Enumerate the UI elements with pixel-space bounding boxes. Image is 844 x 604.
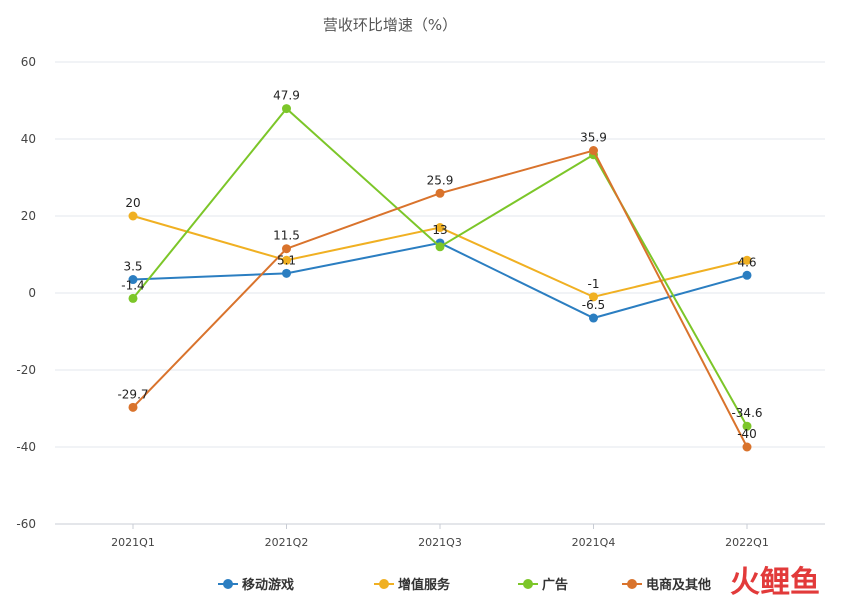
data-point bbox=[435, 242, 445, 252]
data-label: 47.9 bbox=[273, 89, 300, 103]
legend: 移动游戏 增值服务 广告 电商及其他 bbox=[218, 577, 711, 593]
legend-marker bbox=[223, 579, 233, 589]
data-point bbox=[282, 244, 291, 254]
legend-label: 广告 bbox=[542, 577, 568, 593]
data-point bbox=[742, 270, 752, 280]
data-point bbox=[128, 402, 138, 412]
data-label: 25.9 bbox=[427, 173, 454, 187]
data-label: 5.1 bbox=[277, 253, 296, 267]
axes: -60 -40 -20 0 20 40 60 2021Q1 2021Q2 2021Q3 2021Q4… bbox=[16, 55, 825, 549]
data-labels: 3.5 5.1 13 -6.5 4.6 20 -1 -1.4 47.9 -34.6 -29.7 11.… bbox=[117, 89, 762, 441]
data-label: 20 bbox=[125, 196, 140, 210]
data-point bbox=[742, 421, 752, 431]
data-point bbox=[435, 188, 445, 198]
y-tick-label: 20 bbox=[21, 209, 36, 223]
data-label: -1 bbox=[588, 277, 600, 291]
x-tick-label: 2021Q1 bbox=[111, 536, 155, 549]
data-point bbox=[589, 292, 598, 302]
x-tick-label: 2022Q1 bbox=[725, 536, 769, 549]
y-tick-label: -20 bbox=[16, 363, 36, 377]
data-point bbox=[128, 211, 138, 221]
data-label: 11.5 bbox=[273, 229, 300, 243]
legend-label: 电商及其他 bbox=[646, 577, 711, 593]
data-label: 3.5 bbox=[123, 260, 142, 274]
data-label: -34.6 bbox=[731, 406, 762, 420]
data-point bbox=[128, 293, 138, 303]
series-line bbox=[132, 241, 748, 320]
data-label: -6.5 bbox=[582, 298, 605, 312]
chart-title: 营收环比增速（%） bbox=[323, 16, 457, 34]
data-point bbox=[282, 268, 291, 278]
y-tick-label: -40 bbox=[16, 440, 36, 454]
y-tick-label: 60 bbox=[21, 55, 36, 69]
y-tick-label: -60 bbox=[16, 517, 36, 531]
watermark-logo: 火鲤鱼 bbox=[730, 565, 820, 600]
data-label: 4.6 bbox=[737, 255, 756, 269]
data-point bbox=[282, 255, 291, 265]
data-label: -40 bbox=[737, 427, 757, 441]
data-point bbox=[435, 223, 445, 233]
data-point bbox=[742, 255, 752, 265]
data-label: 35.9 bbox=[580, 131, 607, 145]
legend-marker bbox=[523, 579, 533, 589]
y-tick-label: 40 bbox=[21, 132, 36, 146]
data-point bbox=[589, 313, 598, 323]
x-tick-label: 2021Q4 bbox=[572, 536, 616, 549]
data-point bbox=[742, 442, 752, 452]
legend-label: 增值服务 bbox=[398, 577, 451, 593]
data-point bbox=[128, 275, 138, 285]
y-tick-label: 0 bbox=[28, 286, 36, 300]
data-label: -29.7 bbox=[117, 387, 148, 401]
data-point bbox=[589, 146, 598, 156]
x-tick-label: 2021Q3 bbox=[418, 536, 462, 549]
data-label: 13 bbox=[432, 223, 447, 237]
legend-marker bbox=[379, 579, 389, 589]
legend-label: 移动游戏 bbox=[242, 577, 294, 593]
data-label: -1.4 bbox=[121, 278, 144, 292]
series-lines bbox=[128, 104, 752, 452]
data-point bbox=[282, 104, 291, 114]
legend-marker bbox=[627, 579, 637, 589]
gridlines bbox=[55, 61, 825, 525]
x-tick-label: 2021Q2 bbox=[265, 536, 309, 549]
